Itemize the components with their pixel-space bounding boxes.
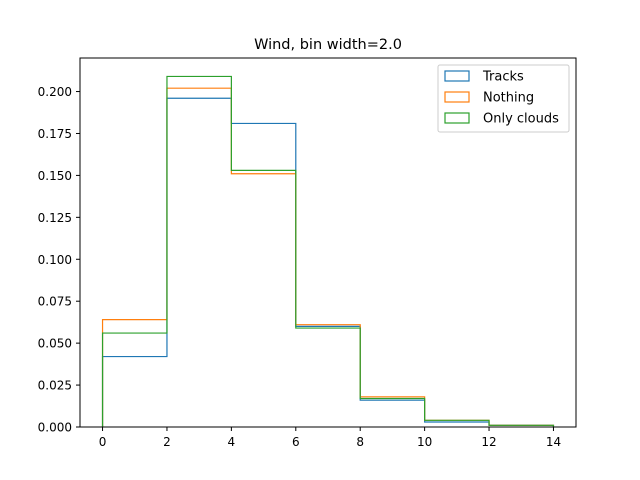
y-tick-label: 0.200 (38, 85, 72, 99)
y-tick-label: 0.000 (38, 421, 72, 435)
x-tick-label: 12 (481, 435, 496, 449)
y-tick-label: 0.175 (38, 127, 72, 141)
y-tick-label: 0.150 (38, 169, 72, 183)
series-layer (101, 75, 555, 427)
legend-swatch (444, 70, 470, 82)
y-tick-label: 0.100 (38, 253, 72, 267)
x-tick-label: 10 (417, 435, 432, 449)
y-tick-label: 0.025 (38, 379, 72, 393)
x-tick-label: 8 (356, 435, 364, 449)
series-2-step-line (101, 75, 555, 427)
x-tick-label: 4 (228, 435, 236, 449)
legend-label: Only clouds (483, 112, 559, 127)
x-tick-label: 0 (99, 435, 107, 449)
y-axis: 0.000 0.025 0.050 0.075 0.100 0.125 0.150 0.175… (38, 85, 80, 435)
series-0-step-line (101, 97, 555, 427)
x-tick-label: 14 (546, 435, 561, 449)
y-tick-label: 0.050 (38, 337, 72, 351)
plot-frame (79, 57, 577, 428)
legend: Tracks Nothing Only clouds (437, 64, 570, 133)
legend-label: Tracks (482, 70, 524, 85)
series-1-step-line (101, 87, 555, 427)
legend-swatch (444, 91, 470, 103)
chart-title: Wind, bin width=2.0 (254, 37, 402, 53)
legend-label: Nothing (483, 91, 534, 106)
legend-box (437, 64, 570, 133)
y-tick-label: 0.075 (38, 295, 72, 309)
x-axis: 0 2 4 6 8 10 12 14 (99, 427, 561, 449)
x-tick-label: 6 (292, 435, 300, 449)
y-tick-label: 0.125 (38, 211, 72, 225)
legend-swatch (444, 112, 470, 124)
x-tick-label: 2 (163, 435, 171, 449)
